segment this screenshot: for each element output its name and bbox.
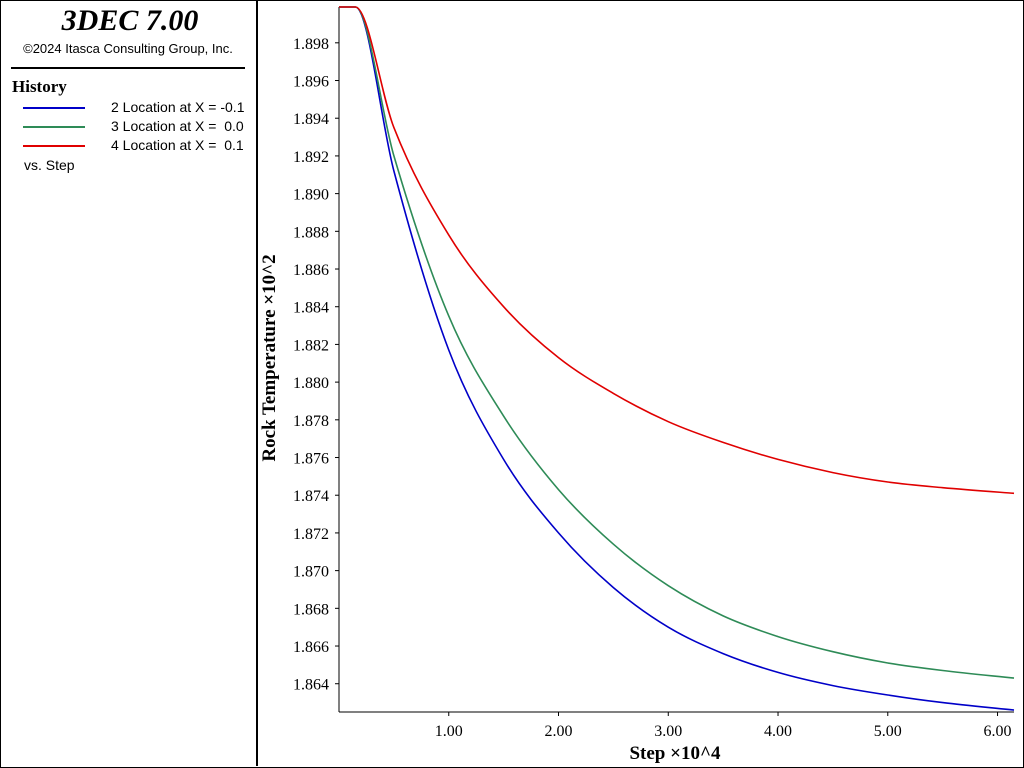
y-tick-label: 1.864 xyxy=(293,677,329,694)
legend-entry-1: 2 Location at X = -0.1 xyxy=(23,98,253,116)
series-line-3 xyxy=(339,6,1015,679)
x-tick-label: 6.00 xyxy=(984,723,1012,740)
legend-vs-step: vs. Step xyxy=(24,157,75,173)
copyright-text: ©2024 Itasca Consulting Group, Inc. xyxy=(23,41,233,56)
x-tick-label: 3.00 xyxy=(654,723,682,740)
x-tick-label: 2.00 xyxy=(545,723,573,740)
legend-line-3 xyxy=(23,145,85,147)
chart-ticks: 1.00 2.00 3.00 4.00 5.00 6.00 1.864 1.866 1.868 1… xyxy=(293,36,1012,740)
y-tick-label: 1.866 xyxy=(293,639,329,656)
y-tick-label: 1.872 xyxy=(293,526,329,543)
y-tick-label: 1.870 xyxy=(293,564,329,581)
y-tick-label: 1.888 xyxy=(293,224,329,241)
y-tick-label: 1.886 xyxy=(293,262,329,279)
legend-title: History xyxy=(12,77,67,96)
y-tick-label: 1.868 xyxy=(293,601,329,618)
y-tick-label: 1.896 xyxy=(293,74,329,91)
legend-panel: 3DEC 7.00 ©2024 Itasca Consulting Group,… xyxy=(1,1,258,766)
legend-entry-3: 4 Location at X = 0.1 xyxy=(23,136,253,154)
series-line-4 xyxy=(339,6,1015,495)
x-axis-title: Step ×10^4 xyxy=(629,743,721,764)
y-tick-label: 1.882 xyxy=(293,337,329,354)
y-tick-label: 1.874 xyxy=(293,488,329,505)
y-tick-label: 1.890 xyxy=(293,187,329,204)
chart-series xyxy=(339,6,1015,711)
chart-axes xyxy=(338,7,1014,713)
series-line-2 xyxy=(339,6,1015,711)
legend-entry-2: 3 Location at X = 0.0 xyxy=(23,117,253,135)
legend-label-3: 4 Location at X = 0.1 xyxy=(111,137,244,153)
legend-line-2 xyxy=(23,126,85,128)
y-tick-label: 1.892 xyxy=(293,149,329,166)
y-tick-label: 1.894 xyxy=(293,111,329,128)
legend-line-1 xyxy=(23,107,85,109)
legend-label-2: 3 Location at X = 0.0 xyxy=(111,118,244,134)
y-tick-label: 1.876 xyxy=(293,451,329,468)
y-axis-title: Rock Temperature ×10^2 xyxy=(259,254,280,461)
app-title: 3DEC 7.00 xyxy=(61,4,199,37)
x-tick-label: 4.00 xyxy=(764,723,792,740)
x-tick-label: 5.00 xyxy=(874,723,902,740)
y-tick-label: 1.878 xyxy=(293,413,329,430)
y-tick-label: 1.880 xyxy=(293,375,329,392)
legend-label-1: 2 Location at X = -0.1 xyxy=(111,99,245,115)
y-tick-label: 1.884 xyxy=(293,300,329,317)
legend-divider xyxy=(11,67,245,69)
y-tick-label: 1.898 xyxy=(293,36,329,53)
x-tick-label: 1.00 xyxy=(435,723,463,740)
